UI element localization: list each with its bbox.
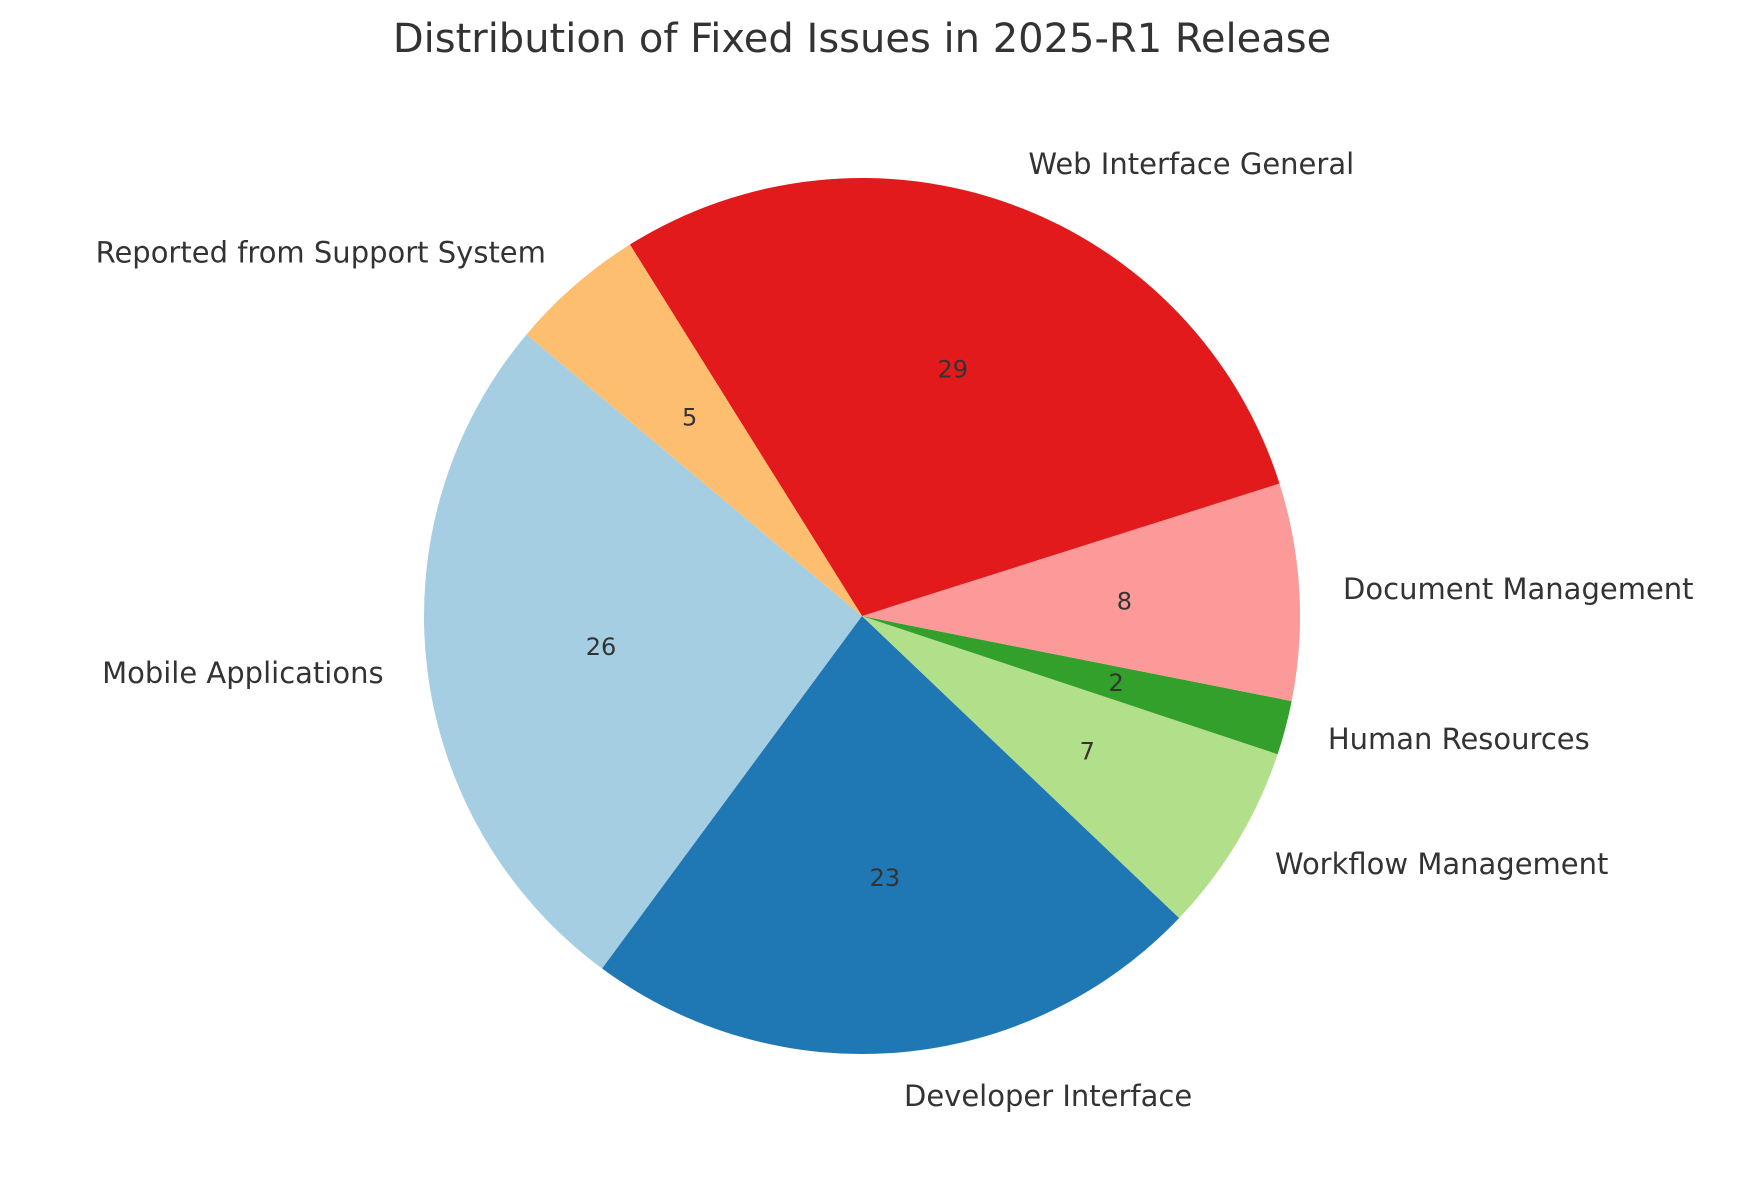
- pie-value-labels: 26 23 7 2 8 29 5: [586, 355, 1132, 891]
- pie-slice-reported-from-support-system: [526, 244, 862, 616]
- value-label-developer-interface: 23: [870, 864, 901, 892]
- slice-label-workflow-management: Workflow Management: [1275, 847, 1608, 881]
- chart-title: Distribution of Fixed Issues in 2025-R1 …: [393, 16, 1331, 62]
- pie-slice-developer-interface: [602, 616, 1180, 1054]
- pie-slice-labels: Mobile Applications Developer Interface Wo…: [96, 147, 1694, 1113]
- pie-slice-workflow-management: [862, 616, 1278, 919]
- pie-slices: [424, 177, 1300, 1054]
- slice-label-mobile-applications: Mobile Applications: [102, 656, 384, 690]
- pie-slice-web-interface-general: [629, 177, 1280, 616]
- slice-label-reported-from-support-system: Reported from Support System: [96, 235, 546, 269]
- slice-label-developer-interface: Developer Interface: [904, 1079, 1192, 1113]
- pie-slice-human-resources: [862, 616, 1292, 755]
- value-label-human-resources: 2: [1108, 669, 1123, 697]
- pie-slice-mobile-applications: [424, 334, 862, 969]
- value-label-mobile-applications: 26: [586, 633, 617, 661]
- pie-slice-document-management: [862, 483, 1300, 702]
- slice-label-document-management: Document Management: [1343, 572, 1694, 606]
- value-label-reported-from-support-system: 5: [682, 404, 697, 432]
- slice-label-web-interface-general: Web Interface General: [1028, 147, 1354, 181]
- value-label-document-management: 8: [1117, 587, 1132, 615]
- value-label-workflow-management: 7: [1080, 737, 1095, 765]
- value-label-web-interface-general: 29: [937, 355, 968, 383]
- slice-label-human-resources: Human Resources: [1328, 722, 1590, 756]
